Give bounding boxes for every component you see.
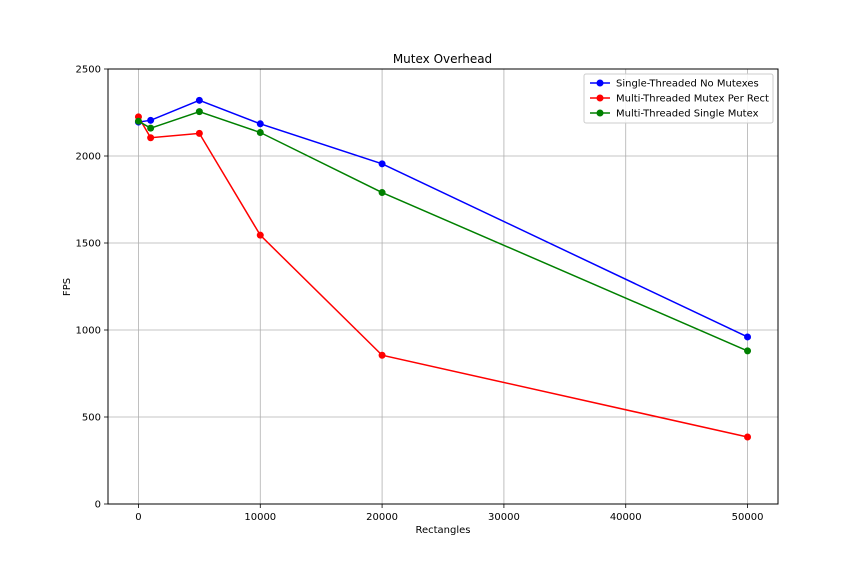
series-layer <box>134 96 752 441</box>
grid <box>108 68 778 505</box>
y-axis-label: FPS <box>62 278 73 296</box>
legend-entry: Multi-Threaded Single Mutex <box>590 109 759 120</box>
series-line <box>137 116 748 438</box>
data-point <box>195 96 203 104</box>
data-point <box>378 351 386 359</box>
data-point <box>378 160 386 168</box>
series-3 <box>134 108 752 355</box>
data-point <box>147 124 155 132</box>
legend: Single-Threaded No Mutexes Multi-Threaded… <box>583 73 774 124</box>
x-axis-label: Rectangles <box>415 525 470 536</box>
legend-marker <box>596 79 604 87</box>
x-tick-label: 10000 <box>244 512 276 523</box>
legend-label: Multi-Threaded Mutex Per Rect <box>616 94 769 105</box>
legend-entry: Multi-Threaded Mutex Per Rect <box>590 94 769 105</box>
data-point <box>744 333 752 341</box>
data-point <box>195 129 203 137</box>
series-2 <box>134 113 752 441</box>
data-point <box>378 189 386 197</box>
legend-label: Single-Threaded No Mutexes <box>616 79 759 90</box>
legend-entry: Single-Threaded No Mutexes <box>590 79 759 90</box>
y-tick-label: 2500 <box>76 65 101 76</box>
y-axis: 0 500 1000 1500 2000 2500 <box>76 65 108 511</box>
x-tick-label: 40000 <box>610 512 642 523</box>
legend-label: Multi-Threaded Single Mutex <box>616 109 759 120</box>
data-point <box>147 116 155 124</box>
x-tick-label: 30000 <box>488 512 520 523</box>
data-point <box>256 129 264 137</box>
y-tick-label: 500 <box>82 413 101 424</box>
legend-box <box>583 73 774 124</box>
data-point <box>744 347 752 355</box>
legend-marker <box>596 109 604 117</box>
y-tick-label: 0 <box>95 500 101 511</box>
chart-title: Mutex Overhead <box>393 52 492 66</box>
y-tick-label: 1500 <box>76 239 101 250</box>
legend-marker <box>596 94 604 102</box>
data-point <box>256 231 264 239</box>
x-tick-label: 0 <box>135 512 141 523</box>
y-tick-label: 1000 <box>76 326 101 337</box>
data-point <box>744 433 752 441</box>
plot-frame <box>107 68 779 505</box>
y-tick-label: 2000 <box>76 152 101 163</box>
x-axis: 0 10000 20000 30000 40000 50000 <box>135 504 763 523</box>
data-point <box>195 108 203 116</box>
data-point <box>134 117 142 125</box>
x-tick-label: 20000 <box>366 512 398 523</box>
data-point <box>147 134 155 142</box>
series-line <box>138 110 748 352</box>
x-tick-label: 50000 <box>732 512 764 523</box>
data-point <box>256 120 264 128</box>
